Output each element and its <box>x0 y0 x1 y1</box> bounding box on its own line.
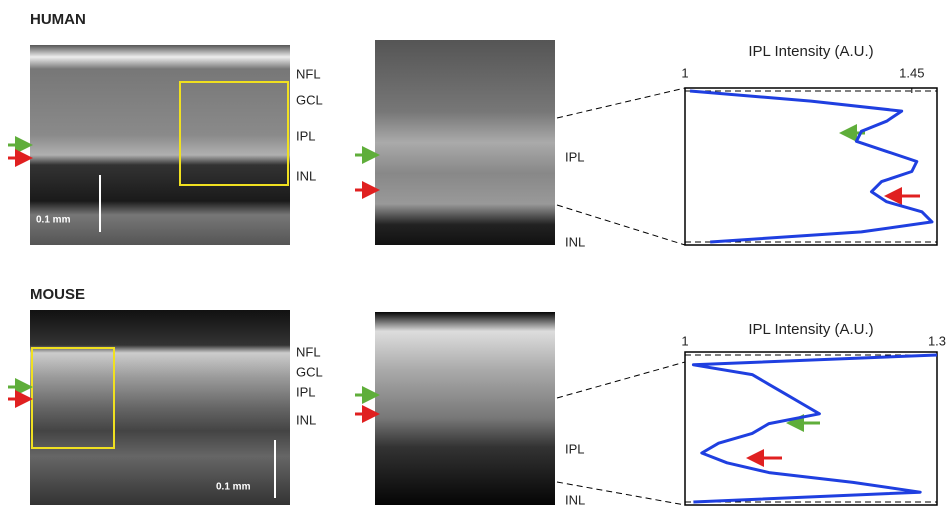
scale-label: 0.1 mm <box>36 215 71 226</box>
panel-label: MOUSE <box>30 286 85 303</box>
connector <box>557 362 685 398</box>
oct-image <box>30 310 290 505</box>
x-tick-label: 1 <box>681 333 688 348</box>
profile-line <box>693 355 937 502</box>
plot-frame <box>685 352 937 505</box>
chart-title: IPL Intensity (A.U.) <box>748 321 873 338</box>
zoom-label: IPL <box>565 149 585 164</box>
layer-label: NFL <box>296 66 321 81</box>
x-tick-label: 1 <box>681 65 688 80</box>
layer-label: INL <box>296 412 316 427</box>
layer-label: GCL <box>296 92 323 107</box>
zoom-image <box>375 40 555 245</box>
layer-label: NFL <box>296 344 321 359</box>
layer-label: INL <box>296 168 316 183</box>
profile-line <box>690 91 932 242</box>
panel-label: HUMAN <box>30 11 86 28</box>
x-tick-label: 1.45 <box>899 65 924 80</box>
layer-label: IPL <box>296 384 316 399</box>
chart-title: IPL Intensity (A.U.) <box>748 43 873 60</box>
figure: HUMAN 0.1 mm NFL GCL IPL INL IPL INL MOU… <box>0 0 952 508</box>
layer-label: IPL <box>296 128 316 143</box>
connector <box>557 88 685 118</box>
page: HUMAN 0.1 mm NFL GCL IPL INL IPL INL MOU… <box>0 0 952 508</box>
zoom-label: INL <box>565 492 585 507</box>
scale-label: 0.1 mm <box>216 482 251 493</box>
layer-label: GCL <box>296 364 323 379</box>
zoom-label: INL <box>565 234 585 249</box>
x-tick-label: 1.3 <box>928 333 946 348</box>
zoom-image <box>375 312 555 505</box>
zoom-label: IPL <box>565 441 585 456</box>
